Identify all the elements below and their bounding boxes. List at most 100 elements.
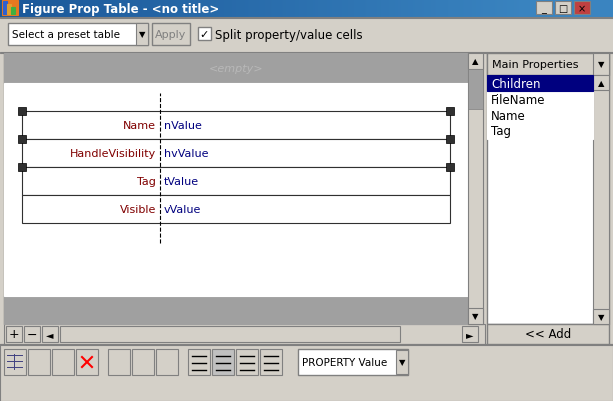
- Bar: [269, 0, 270, 18]
- Bar: [117, 0, 118, 18]
- Bar: [313, 0, 314, 18]
- Bar: [370, 0, 371, 18]
- Bar: [317, 0, 318, 18]
- Bar: [362, 0, 363, 18]
- Bar: [59, 0, 60, 18]
- Bar: [359, 0, 360, 18]
- Bar: [574, 2, 590, 15]
- Bar: [363, 0, 364, 18]
- Bar: [593, 76, 609, 91]
- Bar: [491, 0, 492, 18]
- Bar: [102, 0, 103, 18]
- Bar: [156, 0, 157, 18]
- Bar: [374, 0, 375, 18]
- Bar: [81, 0, 82, 18]
- Bar: [342, 0, 343, 18]
- Text: Name: Name: [123, 121, 156, 131]
- Bar: [447, 0, 448, 18]
- Bar: [288, 0, 289, 18]
- Bar: [331, 0, 332, 18]
- Bar: [4, 0, 5, 18]
- Text: Split property/value cells: Split property/value cells: [215, 28, 363, 41]
- Bar: [460, 0, 461, 18]
- Bar: [18, 164, 26, 172]
- Bar: [246, 0, 247, 18]
- Bar: [508, 0, 509, 18]
- Bar: [404, 0, 405, 18]
- Bar: [20, 0, 21, 18]
- Bar: [112, 0, 113, 18]
- Bar: [330, 0, 331, 18]
- Bar: [280, 0, 281, 18]
- Bar: [28, 0, 29, 18]
- Bar: [405, 0, 406, 18]
- Text: _: _: [541, 4, 546, 14]
- Bar: [511, 0, 512, 18]
- Bar: [263, 0, 264, 18]
- Bar: [30, 0, 31, 18]
- Bar: [282, 0, 283, 18]
- Bar: [314, 0, 315, 18]
- Bar: [411, 0, 412, 18]
- Bar: [260, 349, 282, 375]
- Bar: [448, 0, 449, 18]
- Bar: [294, 0, 295, 18]
- Bar: [468, 54, 483, 324]
- Bar: [232, 0, 233, 18]
- Bar: [381, 0, 382, 18]
- Bar: [338, 0, 339, 18]
- Bar: [7, 0, 8, 18]
- Bar: [305, 0, 306, 18]
- Bar: [320, 0, 321, 18]
- Bar: [366, 0, 367, 18]
- Bar: [487, 54, 609, 324]
- Bar: [387, 0, 388, 18]
- Bar: [369, 0, 370, 18]
- Bar: [485, 0, 486, 18]
- Bar: [184, 0, 185, 18]
- Bar: [450, 0, 451, 18]
- Bar: [417, 0, 418, 18]
- Bar: [28, 349, 50, 375]
- Bar: [163, 0, 164, 18]
- Bar: [97, 0, 98, 18]
- Bar: [52, 0, 53, 18]
- Bar: [39, 0, 40, 18]
- Bar: [45, 0, 46, 18]
- Bar: [298, 0, 299, 18]
- Bar: [132, 0, 133, 18]
- Bar: [327, 0, 328, 18]
- Bar: [375, 0, 376, 18]
- Bar: [296, 0, 297, 18]
- Bar: [334, 0, 335, 18]
- Bar: [120, 0, 121, 18]
- Bar: [473, 0, 474, 18]
- Bar: [336, 0, 337, 18]
- Bar: [304, 0, 305, 18]
- Bar: [325, 0, 326, 18]
- Bar: [183, 0, 184, 18]
- Bar: [103, 0, 104, 18]
- Bar: [55, 0, 56, 18]
- Bar: [40, 0, 41, 18]
- Bar: [71, 0, 72, 18]
- Bar: [60, 326, 400, 342]
- Bar: [380, 0, 381, 18]
- Bar: [26, 0, 27, 18]
- Bar: [384, 0, 385, 18]
- Bar: [442, 0, 443, 18]
- Bar: [89, 0, 90, 18]
- Bar: [285, 0, 286, 18]
- Bar: [47, 0, 48, 18]
- Bar: [315, 0, 316, 18]
- Bar: [2, 0, 3, 18]
- Bar: [487, 76, 593, 92]
- Bar: [376, 0, 377, 18]
- Bar: [76, 0, 77, 18]
- Bar: [206, 0, 207, 18]
- Bar: [409, 0, 410, 18]
- Bar: [339, 0, 340, 18]
- Bar: [161, 0, 162, 18]
- Bar: [27, 0, 28, 18]
- Bar: [127, 0, 128, 18]
